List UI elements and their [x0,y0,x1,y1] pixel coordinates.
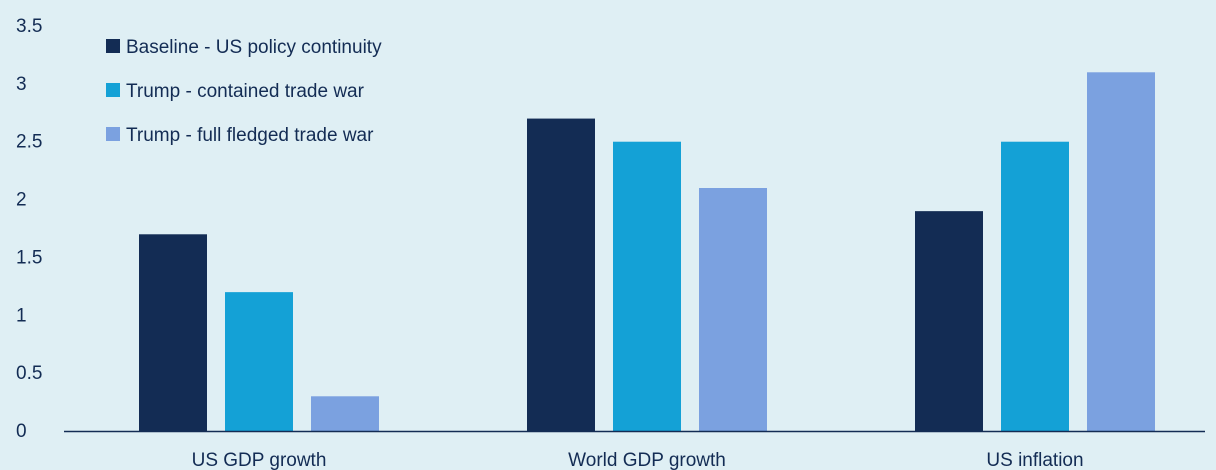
legend-swatch [106,83,120,97]
bar [613,141,681,431]
legend-label: Trump - full fledged trade war [126,125,374,146]
y-tick-label: 2.5 [16,132,42,153]
y-tick-label: 2 [16,190,27,211]
y-tick-label: 3 [16,74,27,95]
legend-label: Trump - contained trade war [126,81,365,102]
bar [139,234,207,431]
bar [1001,141,1069,431]
bar [699,188,767,431]
y-tick-label: 1.5 [16,247,42,268]
legend-swatch [106,127,120,141]
bar [915,211,983,431]
y-tick-label: 0 [16,421,27,442]
bar [225,292,293,431]
legend-swatch [106,39,120,53]
x-category-label: US GDP growth [192,450,327,470]
y-tick-label: 0.5 [16,363,42,384]
bar [527,118,595,432]
bar [1087,72,1155,432]
y-tick-label: 1 [16,305,27,326]
x-category-label: World GDP growth [568,450,726,470]
y-tick-label: 3.5 [16,16,42,37]
x-category-label: US inflation [986,450,1083,470]
legend-label: Baseline - US policy continuity [126,37,382,58]
bar [311,396,379,431]
